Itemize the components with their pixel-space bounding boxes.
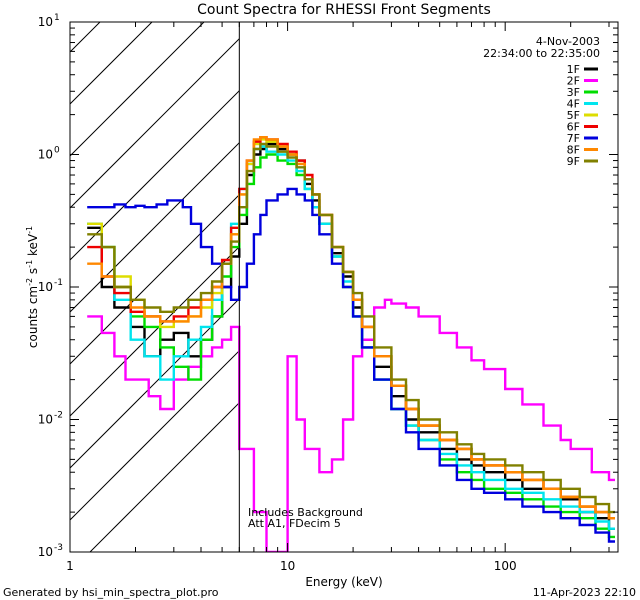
y-tick-label-base: 10 (38, 148, 53, 162)
x-axis-label: Energy (keV) (305, 575, 382, 589)
hatch-line (70, 22, 101, 53)
legend-label: 2F (567, 75, 580, 88)
legend-label: 7F (567, 132, 580, 145)
x-axis-tick-labels: 1 10 100 (66, 559, 516, 573)
y-tick-label: 10 1 (38, 13, 60, 29)
hatch-line (70, 142, 240, 313)
legend-entry: 3F (567, 86, 598, 99)
time-range-label: 22:34:00 to 22:35:00 (483, 47, 600, 60)
hatch-line (70, 246, 240, 417)
legend-label: 4F (567, 98, 580, 111)
y-tick-label-exponent: -1 (54, 278, 63, 288)
footer-generated-by: Generated by hsi_min_spectra_plot.pro (3, 586, 219, 599)
y-tick-label-base: 10 (38, 413, 53, 427)
x-tick-label: 1 (66, 559, 74, 573)
legend-entry: 7F (567, 132, 598, 145)
y-tick-label-base: 10 (38, 545, 53, 559)
y-tick-label-base: 10 (38, 15, 53, 29)
series-9f (87, 142, 615, 514)
y-axis-label: counts cm-2 s-1 keV-1 (25, 226, 40, 348)
legend-entry: 1F (567, 63, 598, 76)
legend-entry: 9F (567, 155, 598, 168)
hatch-line (70, 38, 240, 209)
y-tick-label: 10 -2 (38, 411, 63, 427)
hatch-line (70, 22, 205, 157)
y-tick-label: 10 -1 (38, 278, 63, 294)
hatch-line (70, 90, 240, 261)
legend-entry: 5F (567, 109, 598, 122)
x-axis-ticks (69, 22, 610, 552)
y-axis-ticks (70, 21, 618, 553)
legend-entry: 4F (567, 98, 598, 111)
y-tick-label: 10 0 (38, 146, 60, 162)
hatch-line (70, 298, 240, 469)
legend-label: 3F (567, 86, 580, 99)
chart-title: Count Spectra for RHESSI Front Segments (197, 2, 491, 18)
y-tick-label-exponent: 0 (54, 146, 60, 156)
hatch-line (70, 350, 240, 521)
y-tick-label-exponent: -2 (54, 411, 63, 421)
hatch-lines (70, 22, 240, 552)
footer-timestamp: 11-Apr-2023 22:10 (533, 586, 636, 599)
series-5f (87, 138, 615, 520)
series-7f (87, 187, 615, 543)
attenuator-hatched-region (70, 22, 240, 552)
legend-label: 8F (567, 144, 580, 157)
series-layer (87, 136, 615, 552)
legend-entry: 2F (567, 75, 598, 88)
legend-label: 9F (567, 155, 580, 168)
annotation-attenuator: Att A1, FDecim 5 (248, 517, 341, 530)
x-tick-label: 10 (280, 559, 295, 573)
y-tick-label-exponent: -3 (54, 543, 63, 553)
legend-entry: 6F (567, 121, 598, 134)
hatch-line (70, 194, 240, 365)
legend-label: 1F (567, 63, 580, 76)
hatch-line (70, 22, 153, 105)
y-tick-label: 10 -3 (38, 543, 63, 559)
legend-label: 5F (567, 109, 580, 122)
date-label: 4-Nov-2003 (536, 35, 600, 48)
x-tick-label: 100 (494, 559, 517, 573)
hatch-line (89, 402, 240, 552)
legend-entry: 8F (567, 144, 598, 157)
y-tick-label-exponent: 1 (54, 13, 60, 23)
annotation-background: Includes Background (248, 506, 363, 519)
y-tick-label-base: 10 (38, 280, 53, 294)
series-4f (87, 145, 615, 530)
legend-label: 6F (567, 121, 580, 134)
